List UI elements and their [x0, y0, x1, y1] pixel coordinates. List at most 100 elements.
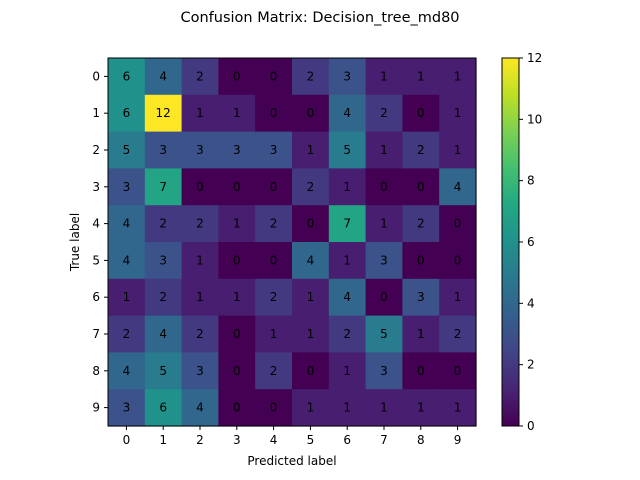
- heatmap-cell-r6-c9: [439, 278, 477, 317]
- cell-value-r7-c9: 2: [454, 327, 462, 341]
- heatmap-cell-r9-c2: [181, 389, 219, 427]
- cell-value-r4-c5: 0: [307, 217, 315, 231]
- cell-value-r0-c5: 2: [307, 69, 315, 83]
- heatmap-cell-r2-c6: [328, 131, 367, 169]
- heatmap-cell-r7-c2: [181, 315, 219, 353]
- heatmap-cell-r2-c7: [365, 131, 403, 169]
- heatmap-cell-r8-c2: [181, 352, 219, 390]
- cell-value-r5-c2: 1: [196, 253, 204, 267]
- heatmap-cell-r5-c5: [292, 242, 330, 280]
- heatmap-cells: [108, 58, 477, 427]
- colorbar-tick-label-6: 12: [527, 51, 542, 65]
- cell-value-r5-c0: 4: [123, 253, 131, 267]
- heatmap-cell-r0-c6: [328, 58, 367, 96]
- cell-value-r6-c2: 1: [196, 290, 204, 304]
- heatmap-cell-r3-c5: [292, 168, 330, 206]
- cell-value-r8-c3: 0: [233, 364, 241, 378]
- heatmap-cell-r2-c4: [255, 131, 293, 169]
- heatmap-cell-r4-c6: [328, 205, 367, 243]
- heatmap-cell-r6-c2: [181, 278, 219, 317]
- heatmap-cell-r2-c3: [218, 131, 256, 169]
- colorbar-tick-label-5: 10: [527, 112, 542, 126]
- heatmap-cell-r3-c7: [365, 168, 403, 206]
- cell-value-r8-c5: 0: [307, 364, 315, 378]
- cell-value-r7-c4: 1: [270, 327, 278, 341]
- cell-value-r0-c0: 6: [123, 69, 131, 83]
- cell-value-r6-c6: 4: [343, 290, 351, 304]
- heatmap-cell-r0-c8: [402, 58, 440, 96]
- heatmap-cell-r4-c2: [181, 205, 219, 243]
- heatmap-cell-r4-c4: [255, 205, 293, 243]
- heatmap-cell-r0-c1: [144, 58, 183, 96]
- cell-value-r4-c6: 7: [343, 217, 351, 231]
- y-tick-label-8: 8: [92, 364, 100, 378]
- cell-value-r1-c6: 4: [343, 106, 351, 120]
- heatmap-cell-r8-c9: [439, 352, 477, 390]
- cell-value-r8-c6: 1: [343, 364, 351, 378]
- y-tick-label-9: 9: [92, 401, 100, 415]
- heatmap-cell-r8-c1: [144, 352, 183, 390]
- heatmap-cell-r9-c8: [402, 389, 440, 427]
- cell-value-r2-c2: 3: [196, 143, 204, 157]
- cell-value-r9-c2: 4: [196, 401, 204, 415]
- cell-value-r8-c9: 0: [454, 364, 462, 378]
- heatmap-cell-r4-c8: [402, 205, 440, 243]
- heatmap-cell-r2-c9: [439, 131, 477, 169]
- heatmap-cell-r6-c5: [292, 278, 330, 317]
- cell-value-r8-c8: 0: [417, 364, 425, 378]
- y-tick-label-7: 7: [92, 327, 100, 341]
- heatmap-cell-r7-c5: [292, 315, 330, 353]
- plot-frame: [107, 57, 477, 427]
- cell-value-r6-c5: 1: [307, 290, 315, 304]
- x-tick-label-4: 4: [270, 433, 278, 447]
- cell-value-r6-c7: 0: [380, 290, 388, 304]
- x-axis-ticks: 0 1 2 3 4 5 6 7 8 9: [123, 426, 461, 447]
- heatmap-cell-r6-c0: [108, 278, 146, 317]
- colorbar-tick-label-3: 6: [527, 235, 535, 249]
- heatmap-cell-r7-c8: [402, 315, 440, 353]
- heatmap-cell-r1-c7: [365, 94, 403, 133]
- y-axis-ticks: 0 1 2 3 4 5 6 7 8 9: [92, 69, 108, 415]
- y-tick-label-1: 1: [92, 106, 100, 120]
- cell-value-r8-c0: 4: [123, 364, 131, 378]
- heatmap-cell-r1-c2: [181, 94, 219, 133]
- cell-value-r4-c4: 2: [270, 217, 278, 231]
- colorbar-tick-label-0: 0: [527, 419, 535, 433]
- cell-value-r9-c7: 1: [380, 401, 388, 415]
- heatmap-cell-r5-c9: [439, 242, 477, 280]
- colorbar-ticks: 0 2 4 6 8 10 12: [519, 51, 542, 433]
- heatmap-cell-r9-c5: [292, 389, 330, 427]
- heatmap-cell-r6-c8: [402, 278, 440, 317]
- cell-value-r5-c7: 3: [380, 253, 388, 267]
- cell-value-r4-c3: 1: [233, 217, 241, 231]
- chart-title: Confusion Matrix: Decision_tree_md80: [180, 10, 459, 26]
- cell-value-r5-c6: 1: [343, 253, 351, 267]
- heatmap-cell-r3-c3: [218, 168, 256, 206]
- heatmap-cell-r1-c9: [439, 94, 477, 133]
- heatmap-cell-r2-c5: [292, 131, 330, 169]
- heatmap-cell-r9-c0: [108, 389, 146, 427]
- heatmap-cell-r9-c6: [328, 389, 367, 427]
- cell-value-r6-c9: 1: [454, 290, 462, 304]
- heatmap-cell-r5-c0: [108, 242, 146, 280]
- cell-value-r0-c4: 0: [270, 69, 278, 83]
- heatmap-cell-r8-c8: [402, 352, 440, 390]
- heatmap-cell-r0-c2: [181, 58, 219, 96]
- heatmap-cell-r9-c9: [439, 389, 477, 427]
- cell-value-r1-c0: 6: [123, 106, 131, 120]
- cell-value-r3-c9: 4: [454, 180, 462, 194]
- heatmap-cell-r7-c7: [365, 315, 403, 353]
- cell-value-r3-c6: 1: [343, 180, 351, 194]
- cell-value-r0-c2: 2: [196, 69, 204, 83]
- heatmap-cell-r8-c4: [255, 352, 293, 390]
- heatmap-cell-r8-c3: [218, 352, 256, 390]
- x-tick-label-2: 2: [196, 433, 204, 447]
- heatmap-cell-r9-c1: [144, 389, 183, 427]
- colorbar-tick-label-4: 8: [527, 174, 535, 188]
- cell-value-r0-c8: 1: [417, 69, 425, 83]
- cell-value-r7-c8: 1: [417, 327, 425, 341]
- heatmap-cell-r9-c4: [255, 389, 293, 427]
- heatmap-cell-r7-c9: [439, 315, 477, 353]
- heatmap-cell-r5-c1: [144, 242, 183, 280]
- heatmap-cell-r5-c6: [328, 242, 367, 280]
